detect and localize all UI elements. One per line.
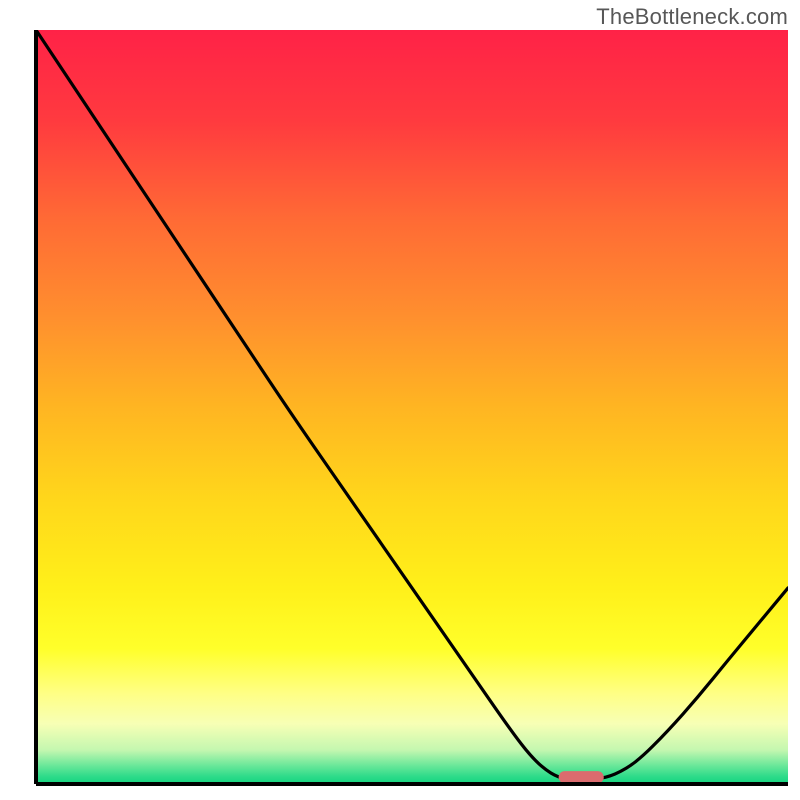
chart-svg	[0, 0, 800, 800]
bottleneck-chart: TheBottleneck.com	[0, 0, 800, 800]
optimal-marker	[559, 771, 604, 783]
gradient-background	[36, 30, 788, 784]
watermark-label: TheBottleneck.com	[596, 4, 788, 30]
